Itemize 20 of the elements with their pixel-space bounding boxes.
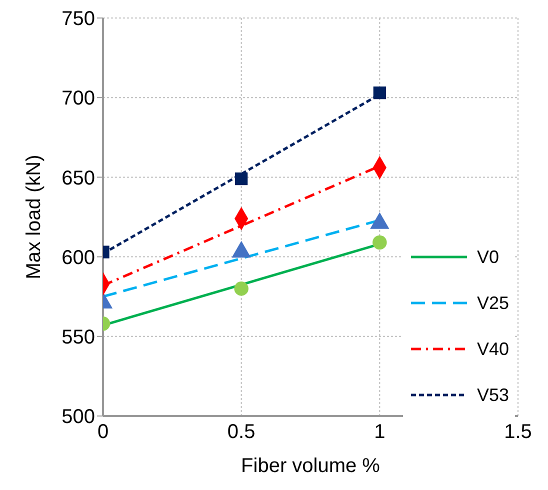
y-tick-label: 650 <box>62 167 95 190</box>
y-axis-title: Max load (kN) <box>23 154 46 280</box>
x-tick-label: 1.5 <box>504 421 532 444</box>
x-tick-label: 0 <box>97 421 109 444</box>
point <box>234 282 248 296</box>
y-tick-label: 750 <box>62 8 95 30</box>
x-tick-label: 0.5 <box>227 421 256 444</box>
y-tick-label: 500 <box>62 406 95 428</box>
y-tick-label: 550 <box>62 326 95 348</box>
legend-label: V40 <box>477 338 510 360</box>
point <box>235 172 248 186</box>
legend-label: V0 <box>477 246 500 268</box>
legend-label: V25 <box>477 292 510 314</box>
legend-label: V53 <box>477 384 510 406</box>
x-tick-label: 1 <box>374 421 386 444</box>
y-tick-label: 700 <box>62 88 95 110</box>
y-tick-label: 600 <box>62 246 95 269</box>
point <box>373 86 386 100</box>
point <box>372 235 387 250</box>
x-axis-title: Fiber volume % <box>241 455 380 477</box>
